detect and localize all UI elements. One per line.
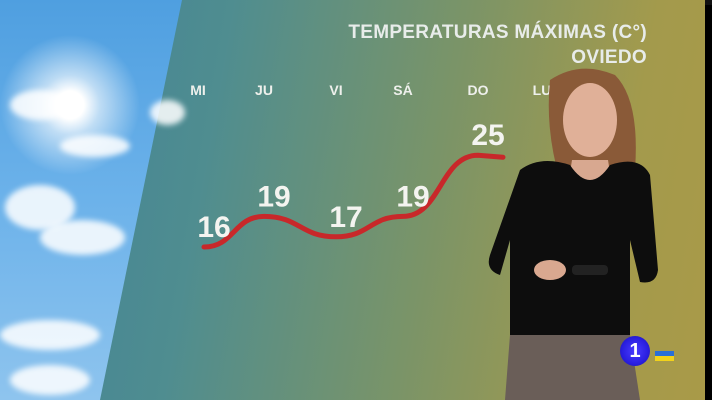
temperature-line xyxy=(201,152,506,250)
day-label: JU xyxy=(255,82,273,98)
day-label: MI xyxy=(190,82,206,98)
cloud xyxy=(150,100,185,125)
temperature-value: 19 xyxy=(396,180,429,213)
location-text: OVIEDO xyxy=(571,47,647,68)
temperature-value: 25 xyxy=(471,119,504,152)
title-text: TEMPERATURAS MÁXIMAS (C°) xyxy=(348,22,647,43)
day-label: SÁ xyxy=(393,82,412,98)
presenter xyxy=(488,68,658,400)
temperature-value: 16 xyxy=(197,211,230,244)
chart-title: TEMPERATURAS MÁXIMAS (C°) OVIEDO xyxy=(348,20,647,70)
ukraine-flag-icon xyxy=(655,351,674,361)
temperature-value: 17 xyxy=(329,201,362,234)
channel-logo: 1 xyxy=(620,336,650,366)
day-label: VI xyxy=(329,82,342,98)
day-label: LU xyxy=(533,82,552,98)
day-label: DO xyxy=(468,82,489,98)
temperature-value: 19 xyxy=(257,180,290,213)
